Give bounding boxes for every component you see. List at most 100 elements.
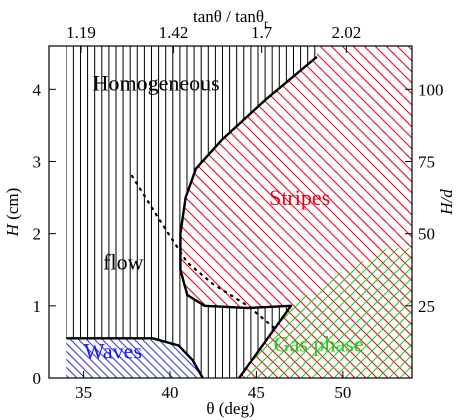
- stripes-hatch-line: [180, 46, 378, 378]
- top-tick-label: 1.42: [159, 23, 189, 42]
- waves-hatch-line: [80, 338, 203, 378]
- gas-hatch-line: [239, 248, 337, 378]
- gas-hatch-line: [311, 248, 412, 378]
- waves-hatch-line: [66, 338, 203, 378]
- gas-hatch-line: [245, 248, 412, 378]
- y-tick-label: 0: [33, 369, 42, 388]
- waves-hatch-line: [66, 338, 174, 378]
- gas-hatch-line: [239, 248, 359, 378]
- waves-hatch-line: [66, 338, 198, 378]
- stripes-hatch-line: [180, 46, 389, 378]
- y-tick-label: 4: [33, 80, 42, 99]
- region-label-homogeneous: Homogeneous: [93, 71, 220, 96]
- stripes-hatch-line: [0, 46, 168, 378]
- x-tick-label: 50: [334, 383, 351, 402]
- stripes-hatch-line: [180, 46, 412, 378]
- stripes-hatch-line: [275, 46, 412, 378]
- stripes-hatch-line: [286, 46, 412, 378]
- stripes-hatch-line: [180, 46, 356, 378]
- right-axis-label: H/d: [437, 189, 456, 216]
- gas-hatch-line: [239, 248, 412, 378]
- right-tick-label: 50: [418, 225, 435, 244]
- waves-hatch-line: [66, 338, 203, 378]
- gas-hatch-line: [300, 248, 412, 378]
- waves-hatch-line: [66, 338, 158, 378]
- stripes-hatch-line: [0, 46, 157, 378]
- top-tick-label: 1.19: [66, 23, 96, 42]
- y-tick-label: 1: [33, 297, 42, 316]
- stripes-hatch-line: [180, 46, 345, 378]
- stripes-hatch-line: [308, 46, 412, 378]
- stripes-hatch-line: [180, 46, 412, 378]
- top-tick-label: 1.7: [251, 23, 273, 42]
- stripes-hatch-line: [330, 46, 412, 378]
- stripes-hatch-line: [180, 46, 412, 378]
- x-tick-label: 40: [162, 383, 179, 402]
- waves-hatch-line: [96, 338, 203, 378]
- gas-hatch-line: [278, 248, 412, 378]
- waves-hatch-line: [66, 338, 166, 378]
- gas-hatch-line: [239, 248, 315, 378]
- waves-hatch-line: [66, 338, 203, 378]
- stripes-hatch-line: [180, 46, 367, 378]
- waves-hatch-line: [66, 338, 203, 378]
- waves-hatch-line: [66, 338, 203, 378]
- region-label-gas-phase: Gas phase: [274, 331, 364, 356]
- stripes-hatch-line: [253, 46, 412, 378]
- stripes-hatch-line: [264, 46, 412, 378]
- waves-boundary-curve: [66, 337, 204, 378]
- gas-hatch-line: [455, 46, 462, 378]
- waves-hatch-line: [66, 338, 203, 378]
- stripes-hatch-line: [180, 46, 202, 378]
- region-label-waves: Waves: [84, 339, 142, 364]
- right-tick-label: 25: [418, 297, 435, 316]
- gas-hatch-line: [267, 248, 412, 378]
- right-tick-label: 75: [418, 152, 435, 171]
- gas-hatch-line: [239, 248, 370, 378]
- gas-hatch-line: [239, 248, 412, 378]
- waves-hatch-line: [66, 338, 182, 378]
- gas-hatch-line: [239, 248, 293, 378]
- y-tick-label: 3: [33, 152, 42, 171]
- y-tick-label: 2: [33, 225, 42, 244]
- waves-hatch-line: [66, 338, 203, 378]
- stripes-hatch-line: [231, 46, 412, 378]
- plot-frame: [48, 45, 413, 379]
- stripes-hatch-line: [180, 46, 334, 378]
- gas-hatch-line: [322, 248, 412, 378]
- top-axis-label: tanθ / tanθr: [193, 7, 268, 30]
- dotted-boundary-curve: [130, 174, 275, 329]
- stripes-hatch-line: [242, 46, 412, 378]
- stripes-hatch-line: [0, 46, 179, 378]
- stripes-hatch-line: [180, 46, 312, 378]
- stripes-hatch-line: [180, 46, 411, 378]
- waves-hatch-line: [128, 338, 203, 378]
- x-tick-label: 35: [75, 383, 92, 402]
- stripes-hatch: [0, 46, 412, 378]
- stripes-hatch-line: [180, 46, 400, 378]
- gas-hatch-line: [239, 248, 403, 378]
- waves-hatch-line: [160, 338, 203, 378]
- stripes-hatch-line: [352, 46, 412, 378]
- gas-hatch-line: [239, 248, 412, 378]
- region-label-flow: flow: [103, 250, 143, 275]
- waves-hatch-line: [66, 338, 150, 378]
- waves-hatch-line: [66, 338, 203, 378]
- top-tick-label: 2.02: [331, 23, 361, 42]
- gas-hatch-line: [256, 248, 412, 378]
- stripes-hatch-line: [297, 46, 412, 378]
- gas-hatch-line: [333, 248, 412, 378]
- gas-hatch-line: [239, 248, 412, 378]
- gas-hatch-line: [355, 248, 412, 378]
- right-tick-label: 100: [418, 80, 444, 99]
- gas-hatch-line: [239, 248, 282, 378]
- waves-hatch-line: [457, 46, 462, 378]
- gas-hatch-line: [289, 248, 412, 378]
- stripes-hatch-line: [319, 46, 412, 378]
- stripes-hatch-line: [180, 46, 412, 378]
- stripes-hatch-line: [220, 46, 412, 378]
- x-tick-label: 45: [248, 383, 265, 402]
- gas-hatch-line: [344, 248, 412, 378]
- gas-hatch-line: [239, 248, 348, 378]
